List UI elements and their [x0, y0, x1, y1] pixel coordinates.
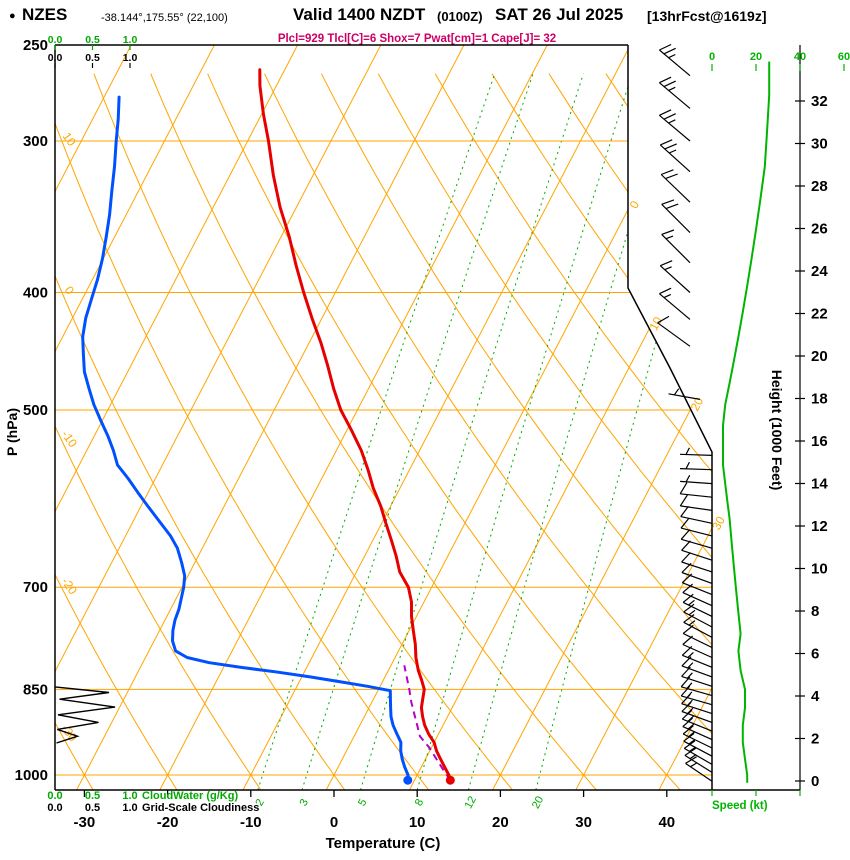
- svg-text:20: 20: [688, 395, 707, 414]
- surface-temperature-dot: [445, 775, 455, 785]
- svg-text:-10: -10: [59, 428, 81, 451]
- svg-text:1.0: 1.0: [123, 34, 138, 46]
- dewpoint-curve: [81, 95, 410, 782]
- station-bullet-icon: ●: [9, 10, 16, 22]
- svg-text:30: 30: [709, 514, 728, 533]
- parcel-curve: [403, 665, 452, 781]
- svg-text:250: 250: [23, 37, 48, 54]
- height-boundary-line: [627, 45, 713, 790]
- svg-text:10: 10: [811, 561, 828, 578]
- svg-text:8: 8: [413, 797, 426, 808]
- svg-text:0.0: 0.0: [47, 790, 62, 802]
- svg-text:700: 700: [23, 579, 48, 596]
- svg-text:12: 12: [463, 794, 479, 810]
- svg-text:-20: -20: [59, 575, 81, 598]
- svg-text:0: 0: [330, 814, 338, 831]
- svg-text:16: 16: [811, 433, 828, 450]
- svg-text:40: 40: [658, 814, 675, 831]
- svg-text:30: 30: [811, 136, 828, 153]
- svg-text:30: 30: [575, 814, 592, 831]
- svg-text:850: 850: [23, 681, 48, 698]
- station-id: NZES: [22, 5, 68, 24]
- svg-text:10: 10: [60, 130, 79, 149]
- svg-text:18: 18: [811, 391, 828, 408]
- svg-text:0: 0: [627, 198, 643, 211]
- svg-text:4: 4: [811, 688, 820, 705]
- svg-text:14: 14: [811, 476, 828, 493]
- svg-text:0.0: 0.0: [48, 52, 63, 64]
- temperature-curve: [258, 68, 452, 782]
- svg-text:500: 500: [23, 402, 48, 419]
- svg-text:0: 0: [62, 284, 77, 298]
- wind-speed-curve: [722, 61, 771, 783]
- svg-text:1000: 1000: [15, 767, 48, 784]
- valid-time-utc: (0100Z): [437, 9, 483, 24]
- svg-text:20: 20: [750, 51, 762, 63]
- svg-text:-20: -20: [157, 814, 179, 831]
- svg-text:5: 5: [356, 797, 369, 808]
- height-axis-title: Height (1000 Feet): [769, 370, 785, 491]
- cloudwater-scale-label: CloudWater (g/Kg): [142, 790, 238, 802]
- svg-text:10: 10: [409, 814, 426, 831]
- svg-text:26: 26: [811, 221, 828, 238]
- svg-text:-30: -30: [74, 814, 96, 831]
- wind-barbs: [657, 43, 713, 782]
- svg-text:0.5: 0.5: [85, 34, 100, 46]
- svg-text:20: 20: [492, 814, 509, 831]
- svg-text:20: 20: [530, 794, 546, 810]
- pressure-axis-title: P (hPa): [4, 408, 20, 456]
- svg-text:24: 24: [811, 263, 828, 280]
- temperature-axis-title: Temperature (C): [326, 835, 441, 852]
- skewt-grid: [55, 45, 712, 790]
- svg-text:2: 2: [811, 731, 819, 748]
- plot-frame: [54, 44, 801, 791]
- svg-text:1.0: 1.0: [122, 802, 137, 814]
- svg-text:400: 400: [23, 285, 48, 302]
- svg-text:20: 20: [811, 348, 828, 365]
- svg-text:12: 12: [811, 518, 828, 535]
- cloudiness-curve: [54, 686, 116, 744]
- valid-time: Valid 1400 NZDT: [293, 5, 426, 24]
- svg-text:0.0: 0.0: [48, 34, 63, 46]
- svg-text:32: 32: [811, 93, 828, 110]
- sounding-indices: Plcl=929 Tlcl[C]=6 Shox=7 Pwat[cm]=1 Cap…: [277, 33, 557, 45]
- svg-text:3: 3: [298, 797, 311, 808]
- svg-text:22: 22: [811, 306, 828, 323]
- forecast-hour: [13hrFcst@1619z]: [647, 8, 767, 24]
- svg-text:1.0: 1.0: [122, 790, 137, 802]
- svg-text:60: 60: [838, 51, 850, 63]
- svg-text:2: 2: [253, 797, 266, 808]
- speed-axis-label: Speed (kt): [712, 800, 768, 812]
- surface-dewpoint-dot: [403, 775, 413, 785]
- svg-text:10: 10: [646, 314, 665, 333]
- svg-text:8: 8: [811, 603, 819, 620]
- valid-date: SAT 26 Jul 2025: [495, 5, 624, 24]
- svg-text:0: 0: [709, 51, 715, 63]
- svg-text:0.0: 0.0: [47, 802, 62, 814]
- svg-text:0.5: 0.5: [85, 802, 100, 814]
- svg-text:0: 0: [811, 773, 819, 790]
- svg-text:300: 300: [23, 133, 48, 150]
- svg-text:0.5: 0.5: [85, 790, 100, 802]
- svg-text:-10: -10: [240, 814, 262, 831]
- svg-text:0.5: 0.5: [85, 52, 100, 64]
- svg-text:40: 40: [794, 51, 806, 63]
- svg-text:1.0: 1.0: [123, 52, 138, 64]
- svg-text:28: 28: [811, 178, 828, 195]
- svg-text:6: 6: [811, 646, 819, 663]
- station-coordinates: -38.144°,175.55° (22,100): [101, 12, 228, 24]
- cloudiness-scale-label: Grid-Scale Cloudiness: [142, 802, 259, 814]
